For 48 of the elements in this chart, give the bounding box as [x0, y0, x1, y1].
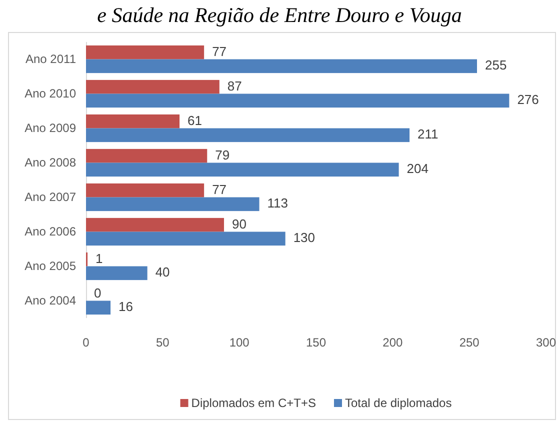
data-label: 87: [227, 78, 242, 94]
y-tick-label: Ano 2004: [24, 294, 76, 308]
legend-label: Diplomados em C+T+S: [191, 396, 316, 410]
chart-title: e Saúde na Região de Entre Douro e Vouga: [97, 3, 462, 27]
y-tick-label: Ano 2007: [24, 190, 76, 204]
bar: [86, 183, 204, 198]
bar: [86, 148, 208, 163]
data-label: 61: [188, 112, 202, 128]
bar: [86, 232, 286, 246]
data-label: 40: [155, 264, 170, 280]
y-tick-label: Ano 2010: [24, 86, 76, 101]
data-label: 79: [215, 147, 230, 162]
bar: [86, 197, 260, 212]
x-tick-label: 300: [536, 336, 556, 350]
y-tick-label: Ano 2011: [26, 52, 76, 66]
data-label: 16: [118, 299, 133, 314]
x-tick-label: 250: [459, 336, 480, 350]
data-label: 77: [212, 182, 227, 197]
bar: [86, 218, 224, 232]
bar: [86, 162, 399, 177]
y-tick-label: Ano 2008: [24, 156, 76, 170]
data-label: 0: [94, 285, 102, 300]
data-label: 276: [517, 92, 539, 108]
bar: [86, 59, 477, 74]
x-tick-label: 200: [382, 336, 403, 350]
bar: [86, 266, 148, 280]
x-tick-label: 50: [156, 336, 170, 350]
x-tick-label: 100: [229, 336, 250, 350]
bar: [86, 80, 220, 94]
y-tick-label: Ano 2005: [24, 259, 76, 274]
y-tick-label: Ano 2006: [24, 224, 76, 239]
x-tick-label: 150: [306, 336, 326, 350]
x-tick-label: 0: [82, 336, 90, 350]
data-label: 130: [293, 230, 316, 246]
bar: [86, 114, 180, 128]
bar: [86, 128, 410, 142]
data-label: 90: [232, 216, 246, 232]
bar: [86, 300, 111, 315]
data-label: 211: [418, 126, 438, 142]
y-tick-label: Ano 2009: [24, 121, 76, 136]
data-label: 1: [96, 250, 103, 266]
data-label: 204: [406, 161, 429, 176]
data-label: 113: [267, 196, 288, 211]
bar: [86, 45, 204, 60]
bar: [86, 94, 510, 108]
data-label: 77: [212, 44, 227, 59]
legend-label: Total de diplomados: [344, 396, 452, 410]
data-label: 255: [485, 58, 507, 73]
